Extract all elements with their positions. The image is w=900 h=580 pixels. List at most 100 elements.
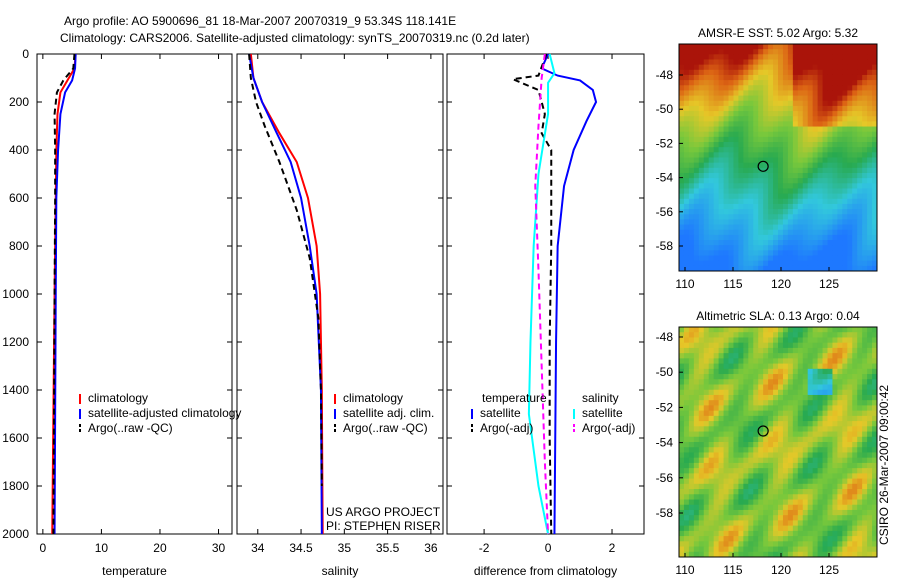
map-cell: [847, 234, 853, 241]
map-cell: [758, 234, 764, 241]
map-cell: [723, 478, 729, 485]
map-cell: [743, 234, 749, 241]
map-cell: [822, 394, 828, 401]
map-cell: [847, 147, 853, 153]
map-cell: [778, 54, 784, 60]
map-cell: [679, 245, 685, 251]
map-cell: [679, 162, 685, 169]
map-cell: [867, 389, 873, 396]
map-cell: [703, 64, 710, 71]
map-cell: [872, 64, 878, 71]
map-cell: [753, 353, 759, 359]
map-cell: [758, 240, 764, 246]
map-cell: [748, 436, 754, 443]
map-cell: [802, 483, 809, 490]
map-cell: [827, 342, 833, 349]
map-cell: [792, 509, 799, 516]
map-cell: [827, 255, 833, 262]
map-cell: [753, 421, 759, 427]
map-cell: [852, 183, 858, 189]
legend-header: temperature: [482, 391, 547, 405]
map-cell: [723, 530, 729, 537]
map-cell: [862, 536, 868, 542]
map-cell: [817, 473, 824, 480]
map-cell: [852, 374, 858, 380]
map-cell: [837, 394, 843, 401]
x-tick-label: 34.5: [289, 541, 313, 555]
map-cell: [867, 219, 873, 226]
map-cell: [708, 116, 715, 122]
map-cell: [852, 489, 858, 495]
map-cell: [792, 59, 799, 66]
map-cell: [822, 49, 828, 55]
map-cell: [827, 105, 833, 112]
map-cell: [827, 347, 833, 354]
map-cell: [817, 80, 824, 86]
map-cell: [683, 183, 690, 189]
map-cell: [822, 489, 828, 495]
map-cell: [842, 504, 848, 511]
map-cell: [743, 462, 749, 469]
map-cell: [807, 157, 814, 164]
map-cell: [867, 203, 873, 210]
map-cell: [723, 436, 729, 443]
map-cell: [773, 368, 779, 375]
map-cell: [733, 162, 739, 169]
map-cell: [718, 347, 725, 354]
map-cell: [738, 193, 744, 200]
map-cell: [708, 442, 715, 448]
map-cell: [758, 178, 764, 184]
map-cell: [792, 468, 799, 474]
map-cell: [837, 219, 843, 226]
map-cell: [679, 400, 685, 406]
map-cell: [743, 219, 749, 226]
map-cell: [857, 95, 863, 102]
map-cell: [688, 394, 695, 401]
map-cell: [867, 234, 873, 241]
map-cell: [872, 245, 878, 251]
map-cell: [792, 394, 799, 401]
map-cell: [827, 157, 833, 164]
map-cell: [797, 193, 804, 200]
map-cell: [708, 193, 715, 200]
map-cell: [733, 541, 739, 548]
map-cell: [693, 224, 700, 231]
map-cell: [837, 389, 843, 396]
map-cell: [743, 105, 749, 112]
map-cell: [847, 167, 853, 174]
map-cell: [763, 546, 769, 553]
map-cell: [847, 74, 853, 81]
map-cell: [708, 347, 715, 354]
map-cell: [832, 69, 838, 76]
map-cell: [782, 240, 789, 246]
map-cell: [812, 468, 819, 474]
map-cell: [797, 111, 804, 117]
map-cell: [698, 245, 705, 251]
map-cell: [832, 250, 838, 257]
map-cell: [817, 255, 824, 262]
map-cell: [852, 167, 858, 174]
map-cell: [832, 551, 838, 558]
map-cell: [837, 255, 843, 262]
map-cell: [723, 415, 729, 422]
map-cell: [713, 219, 720, 226]
map-cell: [693, 551, 700, 558]
map-cell: [832, 167, 838, 174]
map-cell: [723, 44, 729, 50]
map-cell: [763, 494, 769, 500]
map-cell: [703, 59, 710, 66]
map-cell: [787, 337, 794, 344]
map-cell: [733, 327, 739, 333]
map-cell: [683, 473, 690, 480]
map-cell: [842, 363, 848, 370]
map-cell: [832, 172, 838, 179]
map-cell: [827, 234, 833, 241]
map-cell: [768, 136, 774, 143]
map-cell: [758, 265, 764, 272]
map-cell: [867, 44, 873, 50]
map-lat-label: -48: [656, 330, 674, 344]
map-cell: [768, 358, 774, 365]
map-cell: [768, 551, 774, 558]
map-cell: [857, 447, 863, 453]
map-lat-label: -54: [656, 436, 674, 450]
